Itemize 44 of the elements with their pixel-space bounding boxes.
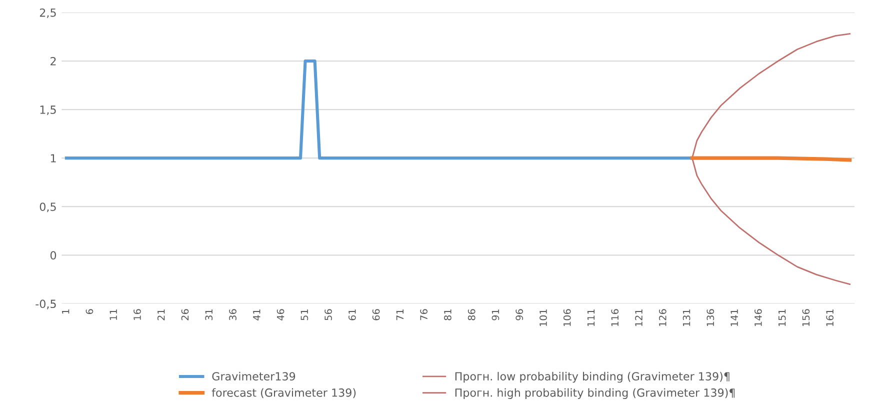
x-tick-label: 91 bbox=[492, 309, 500, 320]
x-tick-label: 101 bbox=[540, 309, 547, 326]
x-tick-label: 16 bbox=[134, 309, 141, 320]
x-tick-label: 36 bbox=[229, 309, 236, 320]
x-tick-label: 126 bbox=[658, 309, 666, 326]
legend-label: Gravimeter139 bbox=[212, 372, 296, 381]
y-tick-label: 1,5 bbox=[40, 106, 56, 116]
y-tick-label: 0,5 bbox=[40, 202, 56, 212]
x-tick-label: 76 bbox=[420, 309, 428, 320]
x-tick-label: 61 bbox=[348, 309, 356, 320]
legend-label: forecast (Gravimeter 139) bbox=[212, 388, 356, 398]
x-tick-label: 66 bbox=[372, 309, 380, 320]
legend-label: Прогн. high probability binding (Gravimeter 139)¶ bbox=[455, 388, 735, 399]
x-tick-label: 136 bbox=[706, 309, 714, 326]
x-tick-label: 51 bbox=[300, 309, 308, 320]
x-tick-label: 121 bbox=[635, 309, 642, 326]
x-tick-label: 116 bbox=[611, 309, 619, 326]
x-tick-label: 1 bbox=[62, 309, 70, 314]
x-tick-label: 96 bbox=[516, 309, 524, 320]
x-tick-label: 56 bbox=[324, 309, 332, 320]
x-tick-label: 26 bbox=[181, 309, 189, 320]
x-tick-label: 151 bbox=[778, 309, 786, 326]
x-tick-label: 156 bbox=[802, 309, 810, 326]
x-tick-label: 11 bbox=[110, 309, 117, 320]
x-tick-label: 106 bbox=[563, 309, 571, 326]
x-tick-label: 86 bbox=[468, 309, 476, 320]
x-tick-label: 81 bbox=[444, 309, 452, 320]
y-tick-label: -0,5 bbox=[36, 300, 56, 310]
x-tick-label: 21 bbox=[157, 309, 165, 320]
x-tick-label: 46 bbox=[276, 309, 284, 320]
x-tick-label: 131 bbox=[682, 309, 690, 326]
x-tick-label: 41 bbox=[253, 309, 260, 320]
y-tick-label: 2,5 bbox=[40, 8, 56, 18]
x-tick-label: 146 bbox=[754, 309, 762, 326]
legend-label: Прогн. low probability binding (Gravimeter 139)¶ bbox=[455, 372, 730, 383]
y-tick-label: 2 bbox=[50, 56, 56, 66]
y-tick-label: 0 bbox=[50, 251, 56, 260]
x-tick-label: 31 bbox=[205, 309, 213, 320]
x-tick-label: 71 bbox=[396, 309, 404, 320]
x-tick-label: 6 bbox=[86, 309, 94, 314]
y-tick-label: 1 bbox=[50, 154, 56, 162]
x-tick-label: 161 bbox=[826, 309, 834, 326]
x-tick-label: 141 bbox=[730, 309, 738, 326]
x-tick-label: 111 bbox=[587, 309, 595, 326]
